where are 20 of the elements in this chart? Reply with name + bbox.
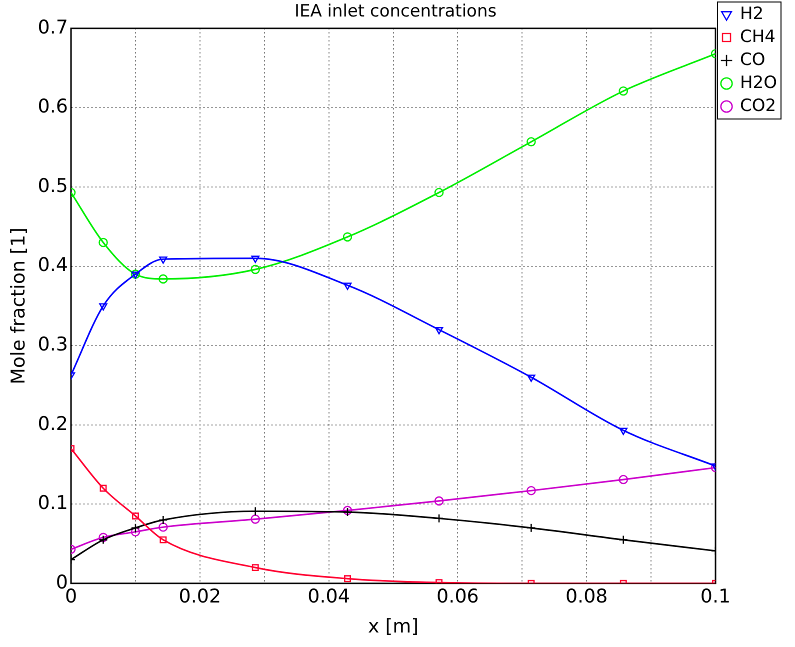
y-tick-label: 0.2 — [38, 412, 68, 435]
y-tick-label: 0.3 — [38, 333, 68, 356]
y-tick-label: 0.1 — [38, 492, 68, 514]
y-tick-label: 0.6 — [38, 96, 68, 118]
x-axis-title: x [m] — [368, 616, 419, 638]
legend-label: H2O — [740, 72, 778, 93]
legend-label: CO2 — [740, 96, 776, 116]
legend-label: CO — [740, 50, 766, 70]
chart-title: IEA inlet concentrations — [294, 2, 497, 22]
y-axis-title: Mole fraction [1] — [7, 227, 30, 384]
x-tick-label: 0.04 — [308, 586, 350, 608]
y-tick-label: 0.5 — [38, 174, 68, 197]
legend-label: H2 — [740, 4, 764, 24]
y-tick-label: 0.4 — [38, 254, 68, 276]
legend-label: CH4 — [740, 26, 776, 47]
x-tick-label: 0.02 — [178, 586, 222, 608]
y-tick-label: 0.7 — [38, 16, 68, 38]
x-tick-label: 0.06 — [436, 586, 479, 608]
x-tick-label: 0.08 — [565, 586, 608, 608]
x-tick-label: 0.1 — [700, 586, 731, 608]
